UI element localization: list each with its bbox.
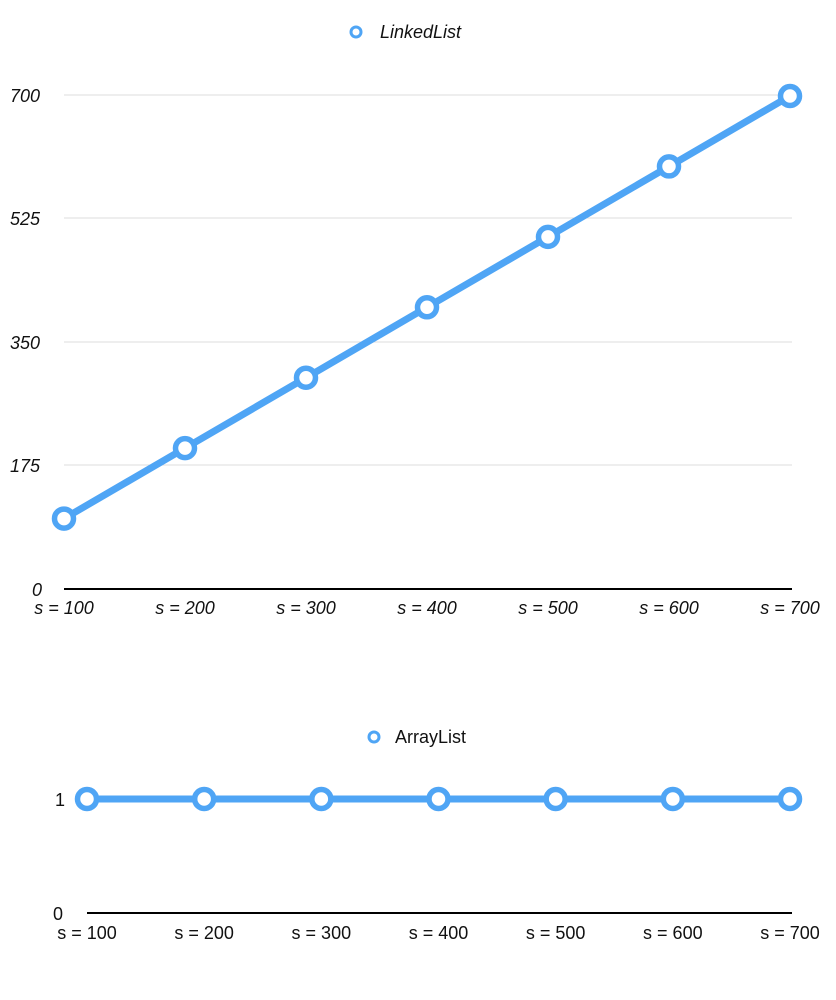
series-linkedlist [51,83,803,531]
data-point [660,786,686,812]
data-point [293,365,319,390]
x-tick-label: s = 100 [34,598,94,618]
legend: ArrayList [367,727,466,747]
x-tick-label: s = 500 [526,923,586,943]
data-point [543,786,568,812]
data-point [777,786,803,812]
y-tick-label: 700 [10,86,40,106]
data-point [414,295,440,320]
data-point [535,224,561,250]
data-point [191,786,217,812]
data-point [426,786,451,812]
arraylist-chart: ArrayList 1 0 s = 100 s = 200 s = 300 s = 4… [53,727,820,943]
y-tick-label: 350 [10,333,40,353]
x-tick-label: s = 100 [57,923,117,943]
x-tick-label: s = 300 [292,923,352,943]
x-tick-label: s = 200 [155,598,215,618]
linkedlist-chart: LinkedList 700 525 350 175 0 s = 100 s = … [10,22,820,618]
x-tick-label: s = 300 [276,598,336,618]
data-point [172,435,198,461]
legend-label: LinkedList [380,22,462,42]
x-tick-label: s = 600 [643,923,703,943]
x-tick-label: s = 700 [760,923,820,943]
data-point [51,506,77,531]
y-tick-label: 1 [55,790,65,810]
data-point [309,786,334,812]
x-tick-label: s = 600 [639,598,699,618]
y-tick-label: 0 [32,580,42,600]
y-tick-label: 525 [10,209,41,229]
data-point [74,786,100,812]
data-point [656,154,682,179]
x-tick-labels: s = 100 s = 200 s = 300 s = 400 s = 500 s = 6… [34,598,820,618]
x-tick-label: s = 700 [760,598,820,618]
x-tick-label: s = 400 [397,598,457,618]
series-arraylist [74,786,803,812]
y-tick-label: 0 [53,904,63,924]
legend-label: ArrayList [395,727,466,747]
legend-marker-icon [367,730,381,744]
x-tick-label: s = 400 [409,923,469,943]
legend: LinkedList [349,22,462,42]
legend-marker-icon [349,25,363,39]
x-tick-label: s = 200 [174,923,234,943]
data-point [777,83,803,109]
y-tick-label: 175 [10,456,41,476]
x-tick-label: s = 500 [518,598,578,618]
x-tick-labels: s = 100 s = 200 s = 300 s = 400 s = 500 s = 6… [57,923,820,943]
